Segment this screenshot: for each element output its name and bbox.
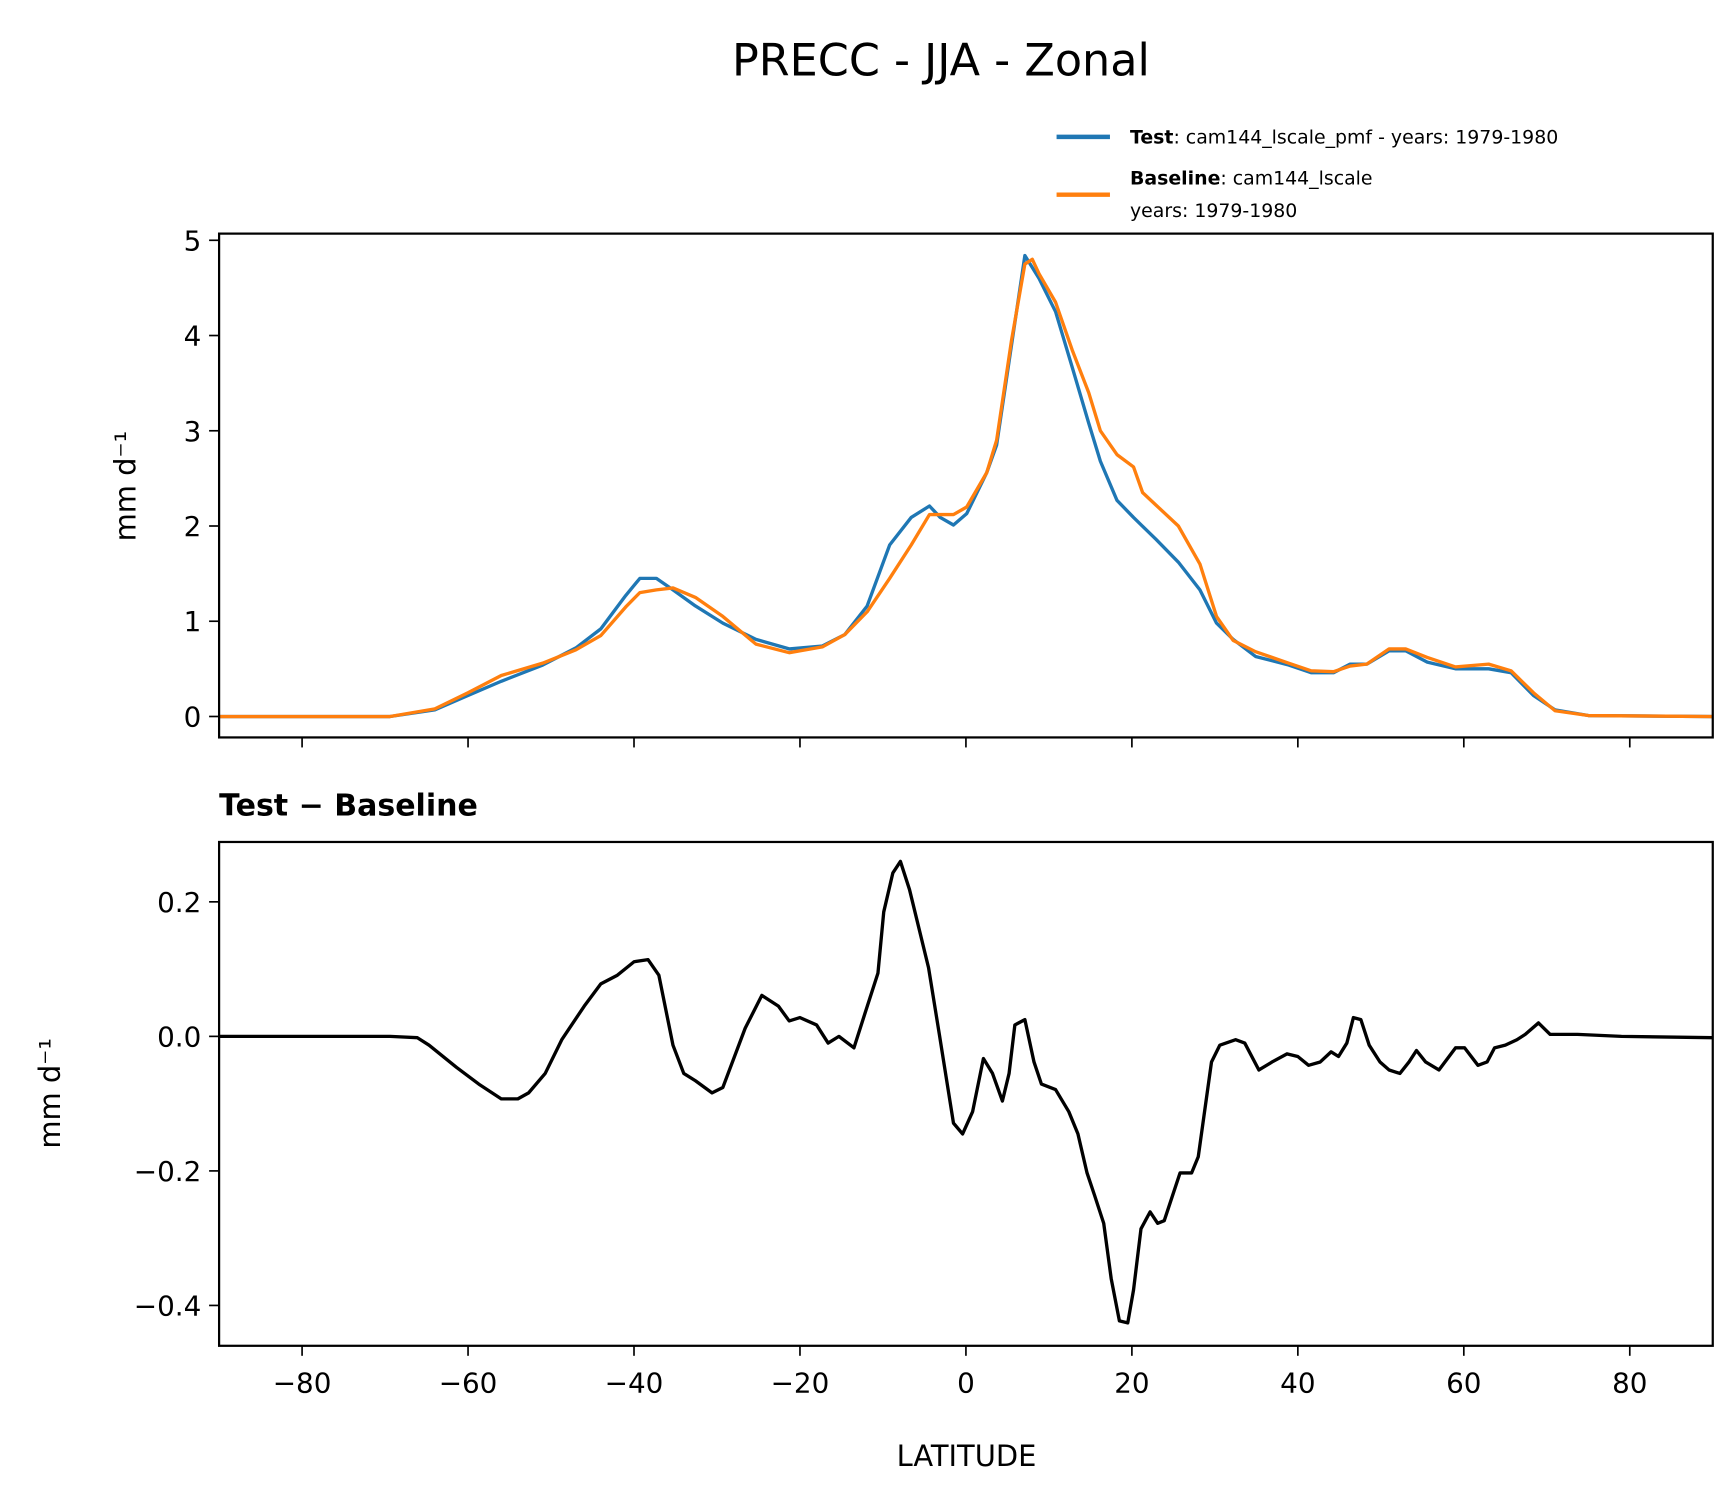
bottom-ytick-label: −0.4 (134, 1289, 202, 1322)
top-frame (217, 232, 1714, 739)
figure-title: PRECC - JJA - Zonal (732, 36, 1150, 87)
bottom-ylabel: mm d⁻¹ (33, 1038, 67, 1149)
legend-label-test: Test: cam144_lscale_pmf - years: 1979-19… (1130, 127, 1558, 149)
top-axes: 0 1 2 3 4 5 (184, 224, 1714, 748)
bottom-xtick-label: 40 (1280, 1367, 1315, 1400)
bottom-title: Test − Baseline (219, 788, 478, 823)
bottom-series-test-baseline (219, 859, 1713, 1325)
x-axis-label: LATITUDE (897, 1439, 1037, 1473)
bottom-xtick-label: 0 (957, 1367, 975, 1400)
top-ylabel: mm d⁻¹ (109, 431, 143, 542)
bottom-xtick-label: −60 (439, 1367, 498, 1400)
bottom-xtick-label: 20 (1114, 1367, 1149, 1400)
top-series-baseline (219, 257, 1713, 719)
top-ytick-label: 2 (184, 510, 202, 543)
bottom-xtick-label: −80 (273, 1367, 332, 1400)
top-ytick-label: 5 (184, 224, 202, 257)
legend-label-baseline: Baseline: cam144_lscale (1130, 168, 1373, 190)
bottom-ytick-label: 0.0 (157, 1020, 201, 1053)
top-series-test (219, 253, 1713, 719)
bottom-xtick-label: 60 (1446, 1367, 1481, 1400)
bottom-xtick-label: −40 (605, 1367, 664, 1400)
top-ytick-label: 4 (184, 320, 202, 353)
legend-label-baseline-line2: years: 1979-1980 (1130, 200, 1297, 222)
top-ytick-label: 1 (184, 605, 202, 638)
top-ytick-label: 0 (184, 700, 202, 733)
bottom-xtick-label: −20 (771, 1367, 830, 1400)
bottom-ytick-label: −0.2 (134, 1155, 202, 1188)
bottom-axes: −80 −60 −40 −20 0 20 40 60 80 −0.4 −0.2 0.0 0.2 (134, 840, 1714, 1400)
top-ytick-label: 3 (184, 415, 202, 448)
bottom-ytick-label: 0.2 (157, 886, 201, 919)
legend: Test: cam144_lscale_pmf - years: 1979-19… (1056, 127, 1558, 222)
bottom-xtick-label: 80 (1612, 1367, 1647, 1400)
bottom-frame (217, 840, 1714, 1347)
